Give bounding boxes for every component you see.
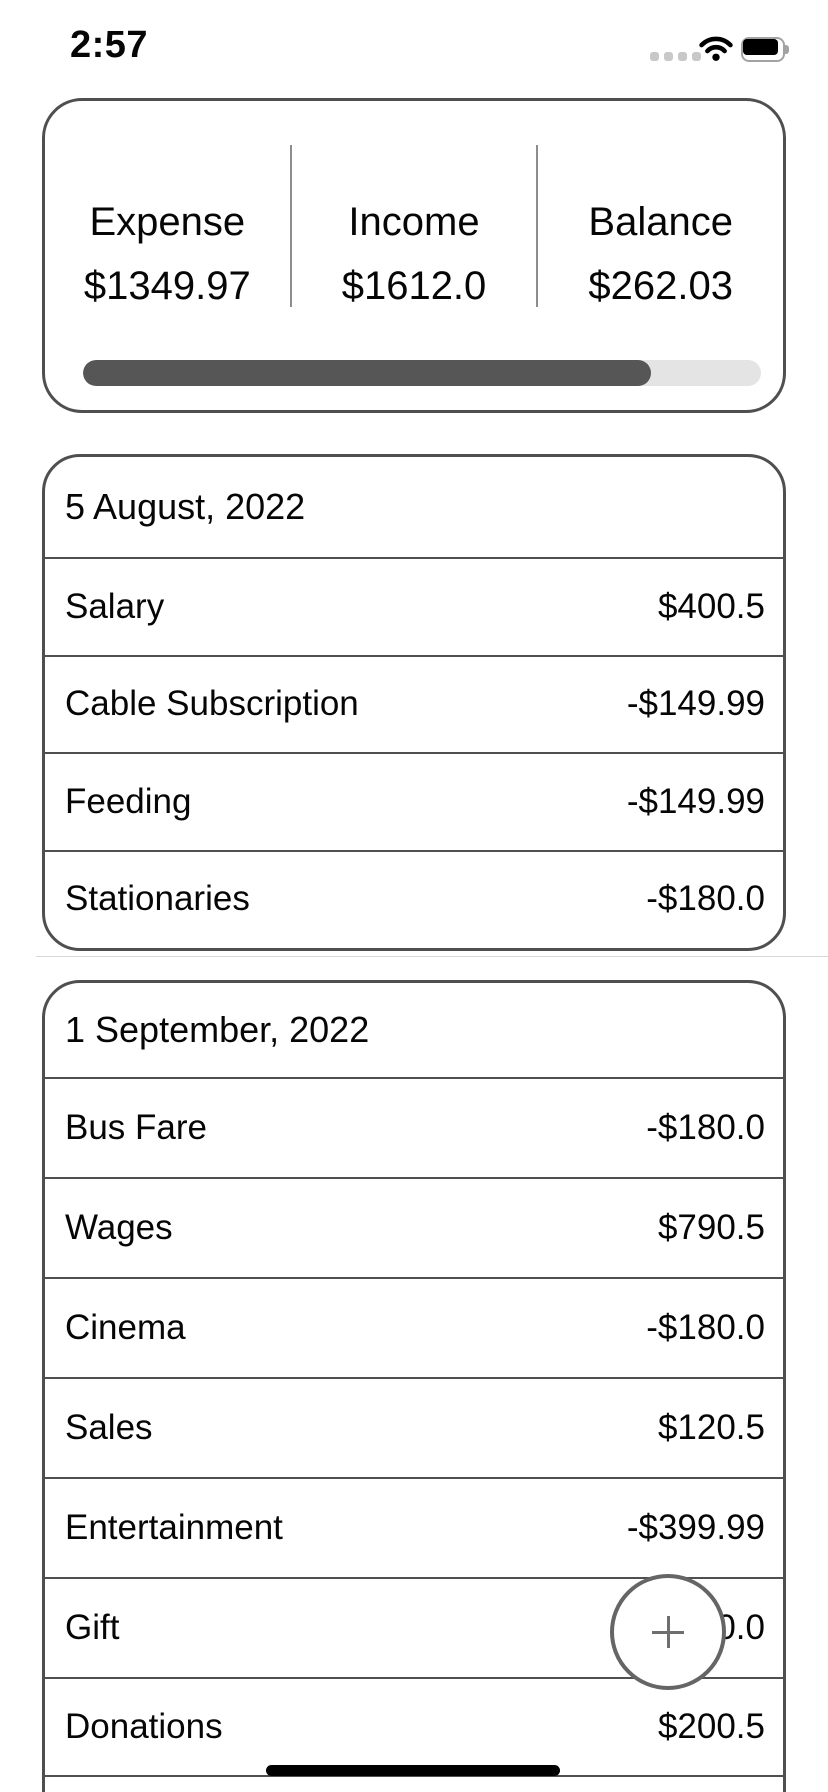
cellular-dots-icon: [650, 52, 701, 61]
transaction-row[interactable]: Donations $200.5: [45, 1677, 783, 1777]
transaction-row[interactable]: Stationaries -$180.0: [45, 849, 783, 948]
summary-card: Expense $1349.97 Income $1612.0 Balance …: [42, 98, 786, 413]
transaction-row[interactable]: Salary $400.5: [45, 557, 783, 655]
section-date: 5 August, 2022: [65, 486, 306, 527]
transaction-name: Salary: [65, 586, 165, 626]
transaction-name: Bus Fare: [65, 1108, 207, 1147]
battery-nub: [785, 45, 789, 54]
transaction-name: Wages: [65, 1208, 173, 1247]
progress-fill: [83, 360, 652, 386]
balance-label: Balance: [588, 200, 733, 244]
transaction-row[interactable]: Cable Subscription -$149.99: [45, 654, 783, 753]
transaction-name: Donations: [65, 1707, 223, 1746]
cellular-dot: [664, 52, 673, 61]
battery-body: [741, 37, 785, 62]
transaction-name: Cinema: [65, 1308, 186, 1347]
cellular-dot: [650, 52, 659, 61]
transaction-name: Feeding: [65, 781, 192, 821]
transaction-value: -$149.99: [626, 781, 765, 821]
transaction-row[interactable]: Entertainment -$399.99: [45, 1477, 783, 1577]
transaction-value: -$180.0: [646, 1108, 765, 1147]
transaction-name: Stationaries: [65, 879, 250, 919]
plus-icon: [652, 1616, 684, 1648]
battery-icon: [741, 37, 789, 62]
transaction-name: Sales: [65, 1408, 153, 1447]
transaction-value: $200.5: [657, 1707, 765, 1746]
summary-expense: Expense $1349.97: [45, 145, 290, 307]
transaction-value: -$399.99: [626, 1508, 765, 1547]
section-separator-line: [36, 956, 828, 957]
transaction-row[interactable]: Bus Fare -$180.0: [45, 1077, 783, 1177]
expense-value: $1349.97: [83, 264, 251, 308]
wifi-icon: [699, 36, 733, 61]
balance-value: $262.03: [588, 264, 733, 308]
transaction-value: -$149.99: [626, 684, 765, 724]
transactions-card-august: 5 August, 2022 Salary $400.5 Cable Subsc…: [42, 454, 786, 951]
expense-label: Expense: [89, 200, 246, 244]
summary-columns: Expense $1349.97 Income $1612.0 Balance …: [45, 145, 783, 307]
section-date-header: 5 August, 2022: [45, 457, 783, 557]
transaction-name: Cable Subscription: [65, 684, 359, 724]
transaction-name: Entertainment: [65, 1508, 283, 1547]
transaction-name: Gift: [65, 1608, 120, 1647]
transaction-row[interactable]: Sales $120.5: [45, 1377, 783, 1477]
transaction-value: -$180.0: [646, 1308, 765, 1347]
transaction-row[interactable]: Feeding -$149.99: [45, 752, 783, 850]
cellular-dot: [678, 52, 687, 61]
summary-balance: Balance $262.03: [538, 145, 783, 307]
transaction-value: $120.5: [657, 1408, 765, 1447]
transaction-value: $790.5: [657, 1208, 765, 1247]
section-date: 1 September, 2022: [65, 1009, 370, 1050]
transaction-row[interactable]: Cinema -$180.0: [45, 1277, 783, 1377]
transaction-row[interactable]: Wages $790.5: [45, 1177, 783, 1277]
transaction-value: -$180.0: [646, 879, 765, 919]
status-bar: 2:57: [0, 0, 828, 90]
battery-charge: [743, 39, 778, 55]
summary-income: Income $1612.0: [289, 145, 539, 308]
income-value: $1612.0: [341, 264, 487, 308]
clock: 2:57: [70, 24, 149, 66]
add-transaction-button[interactable]: [610, 1574, 726, 1690]
cellular-dot: [692, 52, 701, 61]
home-indicator[interactable]: [266, 1765, 560, 1776]
income-label: Income: [348, 200, 480, 244]
expense-progress-track: [83, 360, 761, 386]
transaction-value: $400.5: [657, 586, 765, 626]
section-date-header: 1 September, 2022: [45, 983, 783, 1077]
